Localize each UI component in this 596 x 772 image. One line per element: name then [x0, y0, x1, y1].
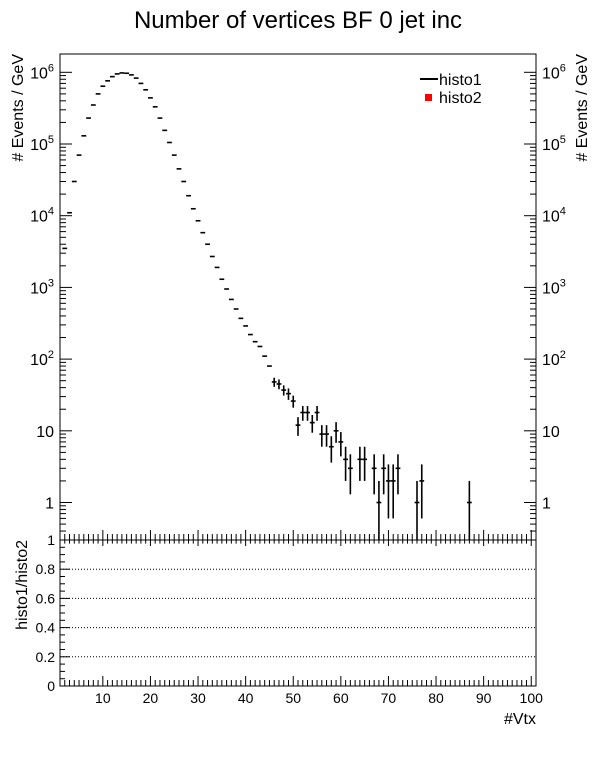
- data-point: [338, 432, 344, 457]
- ratio-y-tick-label: 1: [47, 532, 55, 548]
- x-tick-label: 60: [333, 690, 349, 706]
- legend-histo2-label: histo2: [439, 90, 482, 107]
- y-tick-label: 102: [30, 349, 54, 369]
- histo1-points: [62, 72, 472, 540]
- x-tick-label: 20: [143, 690, 159, 706]
- y-tick-label: 106: [542, 62, 566, 82]
- x-axis-label: #Vtx: [504, 711, 536, 728]
- data-point: [390, 464, 396, 519]
- x-tick-labels: 10 20 30 40 50 60 70 80 90 100: [95, 690, 543, 706]
- data-point: [343, 446, 348, 481]
- x-tick-label: 40: [238, 690, 254, 706]
- data-point: [314, 405, 320, 421]
- data-point: [271, 377, 277, 387]
- y-tick-label: 105: [542, 134, 566, 154]
- y-tick-label: 103: [542, 277, 566, 297]
- main-plot-ticks: [59, 71, 537, 541]
- data-point: [324, 425, 329, 447]
- y-tick-label: 103: [30, 277, 54, 297]
- y-tick-label: 104: [542, 206, 566, 226]
- data-point: [381, 454, 387, 495]
- x-tick-label: 10: [95, 690, 111, 706]
- data-point: [466, 480, 472, 540]
- data-point: [395, 454, 401, 495]
- main-plot-frame: [59, 53, 537, 541]
- y-tick-label: 102: [542, 349, 566, 369]
- y-tick-label: 10: [542, 424, 560, 441]
- data-point: [328, 436, 334, 463]
- data-point: [371, 454, 377, 495]
- y-tick-label: 1: [45, 496, 54, 513]
- ratio-y-tick-label: 0: [47, 678, 55, 694]
- legend-histo2-marker: [425, 94, 432, 101]
- ratio-y-tick-labels: 0 0.2 0.4 0.6 0.8 1: [36, 532, 56, 694]
- data-point: [347, 454, 353, 495]
- ratio-y-tick-label: 0.4: [36, 620, 56, 636]
- data-point: [286, 388, 291, 400]
- ratio-ticks: [59, 539, 537, 687]
- legend: histo1 histo2: [417, 62, 507, 108]
- y-axis-label-left: # Events / GeV: [10, 54, 27, 162]
- data-point: [300, 405, 306, 421]
- data-point: [414, 480, 420, 540]
- data-point: [376, 480, 382, 540]
- data-point: [362, 446, 368, 481]
- y-tick-label: 1: [542, 496, 551, 513]
- y-tick-label: 104: [30, 206, 54, 226]
- ratio-gridlines: [60, 568, 536, 658]
- data-point: [309, 415, 315, 433]
- ratio-y-tick-label: 0.8: [36, 561, 56, 577]
- ratio-y-tick-label: 0.6: [36, 590, 56, 606]
- y-tick-label: 106: [30, 62, 54, 82]
- ratio-y-tick-label: 0.2: [36, 649, 56, 665]
- x-tick-label: 50: [285, 690, 301, 706]
- x-tick-label: 70: [381, 690, 397, 706]
- data-point: [319, 425, 325, 447]
- y-axis-label-right: # Events / GeV: [574, 54, 591, 162]
- chart-title: Number of vertices BF 0 jet inc: [134, 7, 462, 34]
- data-point: [295, 417, 301, 436]
- data-point: [333, 422, 339, 443]
- x-tick-label: 100: [520, 690, 544, 706]
- x-tick-label: 80: [428, 690, 444, 706]
- x-tick-label: 30: [190, 690, 206, 706]
- ratio-plot-frame: [59, 539, 537, 687]
- data-point: [419, 464, 425, 519]
- y-tick-labels: 106 106 105 105 104 104 103 103 102 102 10 10 1 1: [30, 62, 566, 512]
- x-tick-label: 90: [476, 690, 492, 706]
- legend-histo1-label: histo1: [439, 72, 482, 89]
- data-point: [357, 446, 363, 481]
- y-tick-label: 10: [36, 424, 54, 441]
- ratio-y-axis-label: histo1/histo2: [14, 540, 31, 630]
- data-point: [305, 405, 310, 421]
- data-point: [386, 464, 391, 519]
- data-point: [290, 395, 296, 408]
- data-point: [276, 379, 282, 390]
- data-point: [281, 385, 287, 396]
- y-tick-label: 105: [30, 134, 54, 154]
